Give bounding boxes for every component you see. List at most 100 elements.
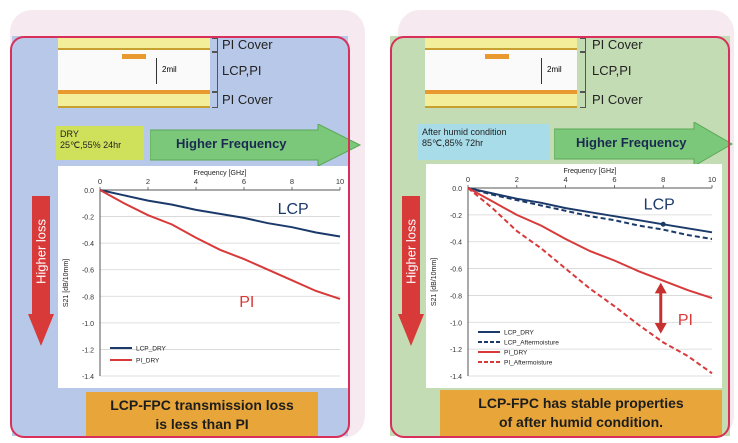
left-condition-line1: DRY — [60, 129, 79, 139]
y-tick-label: 0.0 — [452, 186, 462, 193]
y-tick-label: -1.2 — [450, 347, 462, 354]
y-tick-label: -1.0 — [450, 320, 462, 327]
x-tick-label: 0 — [98, 177, 102, 186]
x-tick-label: 4 — [194, 177, 198, 186]
legend-entry: PI_Aftermoisture — [504, 360, 553, 367]
y-tick-label: -0.6 — [450, 267, 462, 274]
x-tick-label: 6 — [242, 177, 246, 186]
left-thickness-marker — [156, 58, 157, 84]
right-core-label: LCP,PI — [592, 63, 632, 78]
right-frequency-arrow — [554, 122, 733, 166]
x-tick-label: 6 — [612, 175, 616, 184]
left-thickness-label: 2mil — [162, 65, 177, 74]
right-bottom-cover-layer — [425, 94, 577, 108]
left-bottom-cover-label: PI Cover — [222, 92, 273, 107]
left-bottom-cover-layer — [58, 94, 210, 108]
left-mid-brace — [212, 52, 218, 92]
right-chart: 0.0 -0.2 -0.4 -0.6 -0.8 -1.0 -1.2 -1.4 0 2 4 6 8 10 Fr… — [426, 164, 722, 388]
x-tick-label: 4 — [564, 175, 568, 184]
series-line-lcp-aftermoisture — [467, 187, 713, 240]
y-axis-label: S21 [dB/10mm] — [63, 259, 70, 307]
legend-entry: PI_DRY — [136, 358, 160, 365]
right-bottom-brace — [580, 92, 586, 108]
right-caption-line2: of after humid condition. — [498, 414, 664, 430]
legend-entry: PI_DRY — [504, 350, 528, 357]
legend-entry: LCP_Aftermoisture — [504, 340, 559, 347]
right-caption: LCP-FPC has stable properties of after h… — [440, 390, 722, 436]
y-tick-label: -1.4 — [82, 374, 94, 381]
degradation-arrow-head-up — [654, 282, 667, 294]
y-tick-label: -0.2 — [450, 213, 462, 220]
legend-entry: LCP_DRY — [136, 346, 167, 353]
y-tick-label: -0.2 — [82, 215, 94, 222]
series-line-lcp-dry — [467, 187, 713, 234]
plot-background — [58, 166, 350, 388]
right-top-cover-label: PI Cover — [592, 37, 643, 52]
right-caption-line1: LCP-FPC has stable properties — [478, 395, 684, 411]
x-tick-label: 8 — [661, 175, 665, 184]
left-top-brace — [212, 38, 218, 52]
left-panel-frame — [10, 36, 350, 438]
left-caption-line1: LCP-FPC transmission loss — [110, 397, 294, 413]
degradation-arrow-head-down — [654, 323, 667, 334]
x-tick-label: 10 — [708, 175, 716, 184]
left-caption-line2: is less than PI — [155, 416, 249, 432]
right-layer-stack: 2mil — [425, 36, 577, 110]
y-tick-label: -0.8 — [450, 293, 462, 300]
x-tick-label: 2 — [146, 177, 150, 186]
y-axis-label: S21 [dB/10mm] — [431, 258, 438, 306]
left-condition-line2: 25℃,55% 24hr — [60, 140, 122, 150]
right-thickness-marker — [541, 58, 542, 84]
right-condition-box: After humid condition 85℃,85% 72hr — [418, 124, 550, 160]
series-line-lcp-dry — [99, 189, 341, 238]
right-frequency-arrow-label: Higher Frequency — [576, 135, 687, 150]
left-top-cover-layer — [58, 38, 210, 50]
right-top-cover-layer — [425, 38, 577, 50]
y-tick-label: -0.6 — [82, 268, 94, 275]
y-tick-label: -0.8 — [82, 294, 94, 301]
left-frequency-arrow-label: Higher Frequency — [176, 136, 287, 151]
y-tick-label: -1.2 — [82, 347, 94, 354]
left-caption: LCP-FPC transmission loss is less than P… — [86, 392, 318, 438]
y-tick-label: -0.4 — [450, 240, 462, 247]
lcp-annotation: LCP — [278, 201, 309, 218]
left-layer-stack: 2mil — [58, 36, 210, 110]
right-panel-frame — [390, 36, 730, 438]
left-condition-box: DRY 25℃,55% 24hr — [56, 126, 144, 160]
left-frequency-arrow — [150, 124, 362, 166]
left-top-cover-label: PI Cover — [222, 37, 273, 52]
legend-entry: LCP_DRY — [504, 330, 535, 337]
x-tick-label: 10 — [336, 177, 344, 186]
right-condition-line2: 85℃,85% 72hr — [422, 138, 484, 148]
x-axis-label: Frequency [GHz] — [194, 170, 247, 177]
x-tick-label: 2 — [515, 175, 519, 184]
x-axis-label: Frequency [GHz] — [564, 168, 617, 175]
left-ground-layer — [58, 90, 210, 94]
left-higher-loss-arrow — [28, 196, 54, 346]
y-tick-label: 0.0 — [84, 188, 94, 195]
x-tick-label: 0 — [466, 175, 470, 184]
series-line-pi-dry — [467, 187, 713, 300]
right-condition-line1: After humid condition — [422, 127, 507, 137]
left-bottom-brace — [212, 92, 218, 108]
pi-annotation: PI — [239, 294, 254, 311]
right-mid-brace — [580, 52, 586, 92]
pi-annotation: PI — [678, 312, 693, 329]
right-ground-layer — [425, 90, 577, 94]
right-thickness-label: 2mil — [547, 65, 562, 74]
y-tick-label: -1.0 — [82, 321, 94, 328]
y-tick-label: -1.4 — [450, 374, 462, 381]
right-higher-loss-arrow — [398, 196, 424, 346]
y-tick-label: -0.4 — [82, 241, 94, 248]
series-line-pi-aftermoisture — [467, 187, 713, 375]
left-chart: 0.0 -0.2 -0.4 -0.6 -0.8 -1.0 -1.2 -1.4 0 2 4 6 8 10 Fr… — [58, 166, 350, 388]
right-bottom-cover-label: PI Cover — [592, 92, 643, 107]
left-core-label: LCP,PI — [222, 63, 262, 78]
lcp-marker-dot — [660, 221, 666, 227]
left-trace — [122, 54, 146, 59]
right-trace — [485, 54, 509, 59]
series-line-pi-dry — [99, 189, 341, 300]
lcp-annotation: LCP — [644, 196, 675, 213]
x-tick-label: 8 — [290, 177, 294, 186]
right-top-brace — [580, 38, 586, 52]
